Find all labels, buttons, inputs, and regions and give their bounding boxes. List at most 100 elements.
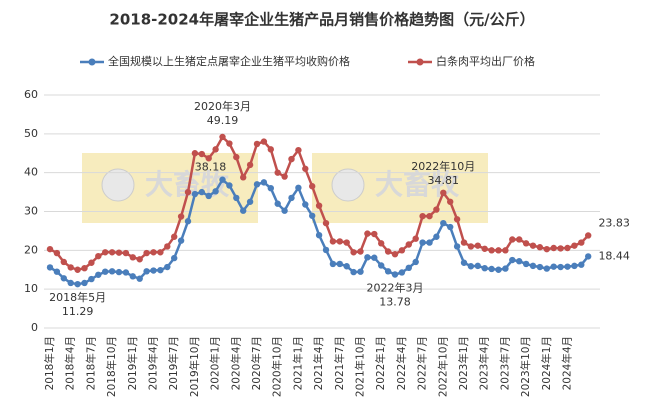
data-point: [447, 198, 454, 205]
data-point: [288, 155, 295, 163]
data-point: [440, 219, 447, 227]
data-point: [302, 201, 309, 208]
data-point: [219, 176, 226, 183]
x-tick-label: 2022年1月: [374, 336, 387, 390]
data-point: [260, 179, 268, 186]
data-point: [578, 261, 585, 268]
legend-label: 白条肉平均出厂价格: [436, 54, 535, 68]
data-point: [495, 247, 502, 254]
data-point: [233, 194, 240, 202]
x-tick-label: 2023年10月: [519, 336, 532, 397]
data-point: [108, 249, 116, 256]
data-point: [88, 275, 95, 283]
data-point: [371, 230, 378, 238]
x-tick-label: 2024年4月: [561, 336, 574, 390]
data-point: [143, 249, 150, 257]
data-point: [74, 266, 81, 273]
data-point: [529, 242, 537, 249]
data-point: [46, 245, 54, 253]
data-point: [122, 269, 130, 276]
data-point: [364, 230, 371, 237]
data-point: [184, 188, 192, 196]
annotation-value: 18.44: [598, 249, 630, 262]
data-point: [343, 239, 350, 246]
data-point: [95, 271, 102, 278]
data-point: [171, 233, 178, 240]
data-point: [350, 249, 357, 256]
data-point: [226, 182, 233, 189]
data-point: [522, 240, 530, 247]
x-tick-label: 2019年7月: [167, 336, 180, 390]
data-point: [274, 200, 281, 207]
data-point: [212, 188, 219, 195]
data-point: [102, 268, 109, 275]
annotation-value: 13.78: [379, 295, 411, 308]
data-point: [108, 268, 116, 275]
data-point: [205, 192, 212, 200]
data-point: [536, 263, 544, 271]
data-point: [233, 153, 240, 161]
x-tick-label: 2024年1月: [540, 336, 553, 390]
legend-marker: [416, 58, 424, 66]
data-point: [74, 280, 81, 288]
data-point: [578, 239, 585, 246]
data-point: [460, 239, 468, 246]
data-point: [474, 262, 481, 270]
data-point: [564, 244, 571, 252]
data-point: [426, 239, 433, 246]
data-point: [357, 248, 364, 255]
data-point: [481, 264, 488, 272]
data-point: [253, 181, 261, 188]
data-point: [67, 264, 74, 271]
y-tick-label: 20: [24, 243, 38, 256]
data-point: [295, 146, 302, 154]
data-point: [453, 216, 461, 223]
data-point: [115, 249, 123, 256]
data-point: [274, 169, 281, 176]
data-point: [246, 161, 254, 169]
data-point: [295, 184, 302, 192]
legend-label: 全国规模以上生猪定点屠宰企业生猪平均收购价格: [108, 54, 350, 68]
data-point: [288, 194, 295, 202]
data-point: [426, 212, 433, 220]
data-point: [260, 138, 268, 145]
data-point: [557, 245, 564, 252]
data-point: [460, 259, 468, 266]
data-point: [447, 223, 454, 231]
data-point: [309, 183, 316, 190]
data-point: [509, 236, 516, 243]
annotation-value: 49.19: [207, 114, 239, 127]
y-tick-label: 0: [31, 321, 38, 334]
x-tick-label: 2022年4月: [395, 336, 408, 390]
data-point: [481, 245, 488, 252]
data-point: [184, 218, 192, 225]
x-tick-label: 2021年10月: [354, 336, 367, 397]
data-point: [67, 279, 74, 287]
watermark-logo: [331, 168, 365, 202]
data-point: [522, 260, 530, 268]
data-point: [336, 238, 343, 245]
data-point: [502, 247, 509, 254]
data-point: [198, 188, 205, 196]
data-point: [253, 140, 261, 148]
annotation-value: 34.81: [428, 174, 460, 187]
data-point: [467, 243, 475, 250]
data-point: [364, 254, 371, 261]
data-point: [329, 260, 337, 268]
data-point: [322, 219, 330, 227]
x-tick-label: 2019年1月: [126, 336, 139, 390]
x-tick-label: 2021年4月: [312, 336, 325, 390]
data-point: [150, 267, 157, 274]
data-point: [433, 206, 440, 213]
x-tick-label: 2021年7月: [333, 336, 346, 390]
data-point: [433, 233, 440, 240]
data-point: [177, 237, 185, 244]
x-tick-label: 2020年1月: [209, 336, 222, 390]
data-point: [53, 249, 61, 257]
data-point: [571, 242, 578, 249]
data-point: [371, 254, 378, 261]
data-point: [343, 263, 350, 270]
x-tick-label: 2023年4月: [478, 336, 491, 390]
data-point: [336, 260, 343, 268]
data-point: [240, 174, 247, 181]
